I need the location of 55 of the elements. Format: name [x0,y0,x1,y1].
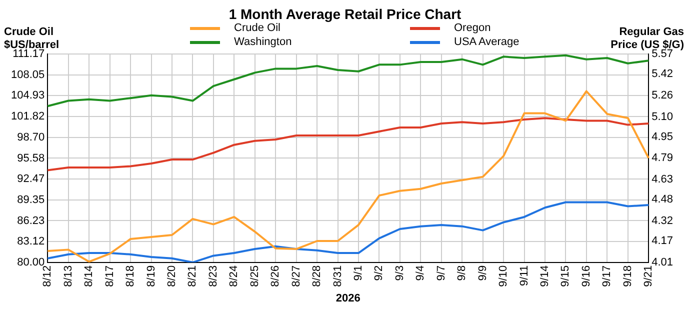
x-tick-label: 9/1 [352,265,365,281]
x-tick-label: 8/24 [228,265,240,287]
y-tick-label: 98.70 [17,131,45,144]
x-tick-label: 8/19 [145,265,158,287]
x-tick-label: 9/4 [414,265,427,281]
x-tick-label: 9/17 [601,265,614,287]
x-tick-label: 9/15 [560,265,572,287]
x-tick-label: 9/14 [539,265,552,287]
y-tick-label: 83.12 [17,236,45,248]
y-tick-label: 104.93 [10,90,45,102]
x-tick-label: 9/10 [498,265,510,287]
x-tick-label: 9/2 [373,265,386,281]
x-tick-label: 9/9 [476,265,489,281]
x-tick-label: 9/11 [518,265,530,286]
chart-title: 1 Month Average Retail Price Chart [228,6,462,22]
y-tick-label: 108.05 [10,68,45,81]
x-tick-label: 9/18 [622,265,634,287]
x-tick-label: 8/21 [186,265,199,287]
x-tick-label: 9/7 [435,265,448,281]
y2-tick-label: 4.79 [652,152,674,164]
x-tick-label: 8/25 [248,265,261,287]
y-tick-label: 92.47 [17,173,45,186]
y2-tick-label: 4.95 [652,130,674,143]
x-tick-label: 8/14 [83,265,96,287]
y2-tick-label: 5.57 [652,48,674,60]
x-tick-label: 8/20 [166,265,178,287]
x-tick-label: 8/23 [207,265,220,287]
legend-label: Oregon [454,22,491,34]
y2-tick-label: 4.32 [652,215,674,228]
x-tick-label: 9/8 [456,265,468,281]
x-tick-label: 8/17 [104,265,116,287]
y2-tick-label: 5.26 [652,89,674,102]
x-tick-label: 8/12 [42,265,54,287]
y2-tick-label: 4.17 [652,235,674,248]
y-tick-label: 86.23 [17,214,45,227]
x-tick-label: 9/16 [580,265,592,287]
x-tick-label: 8/13 [62,265,74,287]
x-axis-title: 2026 [336,292,360,304]
x-tick-label: 8/18 [124,265,137,287]
y-tick-label: 89.35 [17,194,45,206]
y2-tick-label: 4.48 [652,194,674,206]
x-tick-label: 8/31 [332,265,344,287]
y2-tick-label: 5.10 [652,110,674,123]
y-tick-label: 101.82 [10,110,45,123]
y-tick-label: 111.17 [12,48,45,60]
legend-label: Crude Oil [234,22,280,34]
x-tick-label: 8/26 [270,265,282,287]
legend-label: Washington [234,36,292,48]
y-tick-label: 95.58 [17,152,45,164]
x-tick-label: 8/28 [311,265,324,287]
x-tick-label: 8/27 [290,265,302,287]
y2-tick-label: 4.63 [652,174,674,186]
x-tick-label: 9/3 [394,265,406,281]
legend-label: USA Average [454,36,520,48]
y2-tick-label: 5.42 [652,68,674,80]
